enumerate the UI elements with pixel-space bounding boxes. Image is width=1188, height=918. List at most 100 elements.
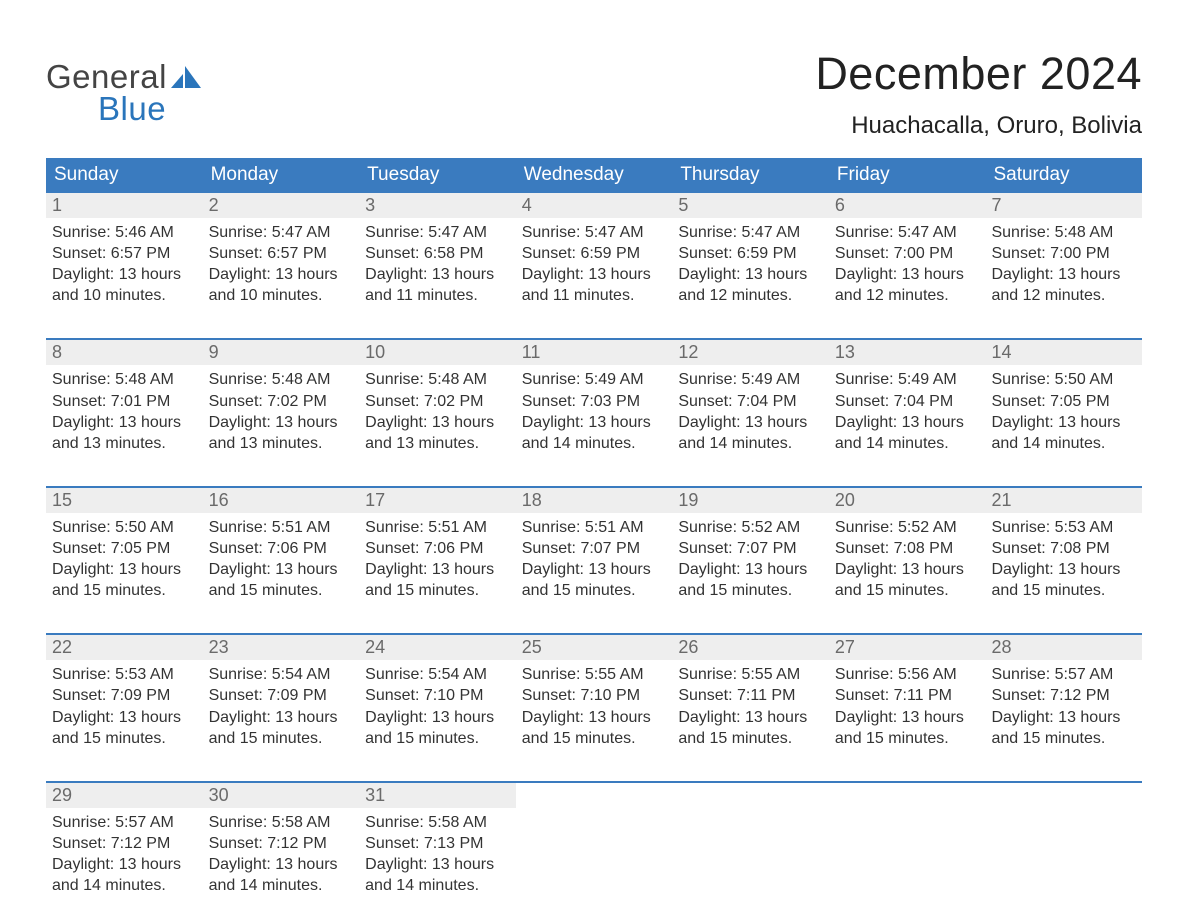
day-content-cell: Sunrise: 5:52 AMSunset: 7:07 PMDaylight:… (672, 513, 829, 619)
dow-cell: Thursday (672, 158, 829, 193)
daylight2-text: and 13 minutes. (52, 433, 197, 454)
title-block: December 2024 Huachacalla, Oruro, Bolivi… (815, 40, 1142, 140)
day-content-cell: Sunrise: 5:47 AMSunset: 6:58 PMDaylight:… (359, 218, 516, 324)
daynum-cell: 19 (672, 488, 829, 513)
month-title: December 2024 (815, 48, 1142, 100)
daynum-cell: 5 (672, 193, 829, 218)
daylight1-text: Daylight: 13 hours (52, 707, 197, 728)
day-content-cell: Sunrise: 5:47 AMSunset: 6:59 PMDaylight:… (516, 218, 673, 324)
daynum-cell: 3 (359, 193, 516, 218)
sunrise-text: Sunrise: 5:55 AM (522, 664, 667, 685)
dow-cell: Sunday (46, 158, 203, 193)
daynum-row: 15161718192021 (46, 488, 1142, 513)
daylight1-text: Daylight: 13 hours (209, 559, 354, 580)
daylight1-text: Daylight: 13 hours (678, 264, 823, 285)
daylight2-text: and 11 minutes. (522, 285, 667, 306)
sunrise-text: Sunrise: 5:52 AM (678, 517, 823, 538)
daylight1-text: Daylight: 13 hours (991, 412, 1136, 433)
sunrise-text: Sunrise: 5:55 AM (678, 664, 823, 685)
daylight2-text: and 14 minutes. (835, 433, 980, 454)
sunset-text: Sunset: 6:58 PM (365, 243, 510, 264)
daylight1-text: Daylight: 13 hours (991, 559, 1136, 580)
content-row: Sunrise: 5:46 AMSunset: 6:57 PMDaylight:… (46, 218, 1142, 324)
day-content-cell: Sunrise: 5:48 AMSunset: 7:00 PMDaylight:… (985, 218, 1142, 324)
sunrise-text: Sunrise: 5:49 AM (835, 369, 980, 390)
day-content-cell: Sunrise: 5:53 AMSunset: 7:09 PMDaylight:… (46, 660, 203, 766)
day-content-cell: Sunrise: 5:56 AMSunset: 7:11 PMDaylight:… (829, 660, 986, 766)
sunset-text: Sunset: 7:05 PM (52, 538, 197, 559)
day-content-cell: Sunrise: 5:52 AMSunset: 7:08 PMDaylight:… (829, 513, 986, 619)
day-content-cell: Sunrise: 5:51 AMSunset: 7:06 PMDaylight:… (203, 513, 360, 619)
day-content-cell: Sunrise: 5:48 AMSunset: 7:02 PMDaylight:… (359, 365, 516, 471)
daylight1-text: Daylight: 13 hours (365, 854, 510, 875)
daynum-cell: 15 (46, 488, 203, 513)
daynum-cell: 8 (46, 340, 203, 365)
daynum-cell: 27 (829, 635, 986, 660)
sunrise-text: Sunrise: 5:51 AM (209, 517, 354, 538)
daylight2-text: and 12 minutes. (678, 285, 823, 306)
daylight1-text: Daylight: 13 hours (678, 559, 823, 580)
daynum-cell (516, 783, 673, 808)
daynum-cell: 9 (203, 340, 360, 365)
day-content-cell: Sunrise: 5:55 AMSunset: 7:11 PMDaylight:… (672, 660, 829, 766)
sunset-text: Sunset: 6:59 PM (522, 243, 667, 264)
day-content-cell: Sunrise: 5:55 AMSunset: 7:10 PMDaylight:… (516, 660, 673, 766)
day-content-cell: Sunrise: 5:49 AMSunset: 7:04 PMDaylight:… (672, 365, 829, 471)
daylight2-text: and 15 minutes. (52, 728, 197, 749)
week: 1234567Sunrise: 5:46 AMSunset: 6:57 PMDa… (46, 193, 1142, 324)
sunrise-text: Sunrise: 5:48 AM (365, 369, 510, 390)
daynum-cell: 14 (985, 340, 1142, 365)
daylight2-text: and 15 minutes. (522, 728, 667, 749)
dow-cell: Saturday (985, 158, 1142, 193)
sunset-text: Sunset: 7:02 PM (365, 391, 510, 412)
daylight2-text: and 14 minutes. (991, 433, 1136, 454)
daylight1-text: Daylight: 13 hours (365, 412, 510, 433)
daylight2-text: and 15 minutes. (52, 580, 197, 601)
daylight2-text: and 11 minutes. (365, 285, 510, 306)
dow-cell: Wednesday (516, 158, 673, 193)
sunset-text: Sunset: 6:57 PM (52, 243, 197, 264)
daynum-cell: 31 (359, 783, 516, 808)
week: 15161718192021Sunrise: 5:50 AMSunset: 7:… (46, 486, 1142, 619)
sunrise-text: Sunrise: 5:57 AM (991, 664, 1136, 685)
daynum-row: 891011121314 (46, 340, 1142, 365)
sunset-text: Sunset: 7:11 PM (678, 685, 823, 706)
daynum-cell: 1 (46, 193, 203, 218)
day-content-cell (516, 808, 673, 914)
sunset-text: Sunset: 6:59 PM (678, 243, 823, 264)
daylight1-text: Daylight: 13 hours (835, 412, 980, 433)
sunset-text: Sunset: 7:07 PM (522, 538, 667, 559)
sunset-text: Sunset: 7:12 PM (209, 833, 354, 854)
daylight2-text: and 14 minutes. (522, 433, 667, 454)
daynum-cell: 29 (46, 783, 203, 808)
daynum-cell: 26 (672, 635, 829, 660)
day-content-cell (985, 808, 1142, 914)
sunrise-text: Sunrise: 5:48 AM (991, 222, 1136, 243)
sunrise-text: Sunrise: 5:56 AM (835, 664, 980, 685)
daylight2-text: and 15 minutes. (209, 580, 354, 601)
daynum-cell (829, 783, 986, 808)
content-row: Sunrise: 5:48 AMSunset: 7:01 PMDaylight:… (46, 365, 1142, 471)
sunrise-text: Sunrise: 5:47 AM (678, 222, 823, 243)
sunset-text: Sunset: 7:12 PM (991, 685, 1136, 706)
daynum-cell: 7 (985, 193, 1142, 218)
logo: General Blue (46, 40, 201, 128)
dow-cell: Tuesday (359, 158, 516, 193)
sunset-text: Sunset: 7:03 PM (522, 391, 667, 412)
week: 22232425262728Sunrise: 5:53 AMSunset: 7:… (46, 633, 1142, 766)
daynum-cell: 4 (516, 193, 673, 218)
daynum-row: 293031 (46, 783, 1142, 808)
sunrise-text: Sunrise: 5:50 AM (52, 517, 197, 538)
content-row: Sunrise: 5:53 AMSunset: 7:09 PMDaylight:… (46, 660, 1142, 766)
daynum-cell: 30 (203, 783, 360, 808)
daylight1-text: Daylight: 13 hours (209, 854, 354, 875)
sunrise-text: Sunrise: 5:48 AM (52, 369, 197, 390)
sunrise-text: Sunrise: 5:54 AM (209, 664, 354, 685)
day-content-cell: Sunrise: 5:49 AMSunset: 7:03 PMDaylight:… (516, 365, 673, 471)
sunset-text: Sunset: 7:06 PM (365, 538, 510, 559)
week: 293031Sunrise: 5:57 AMSunset: 7:12 PMDay… (46, 781, 1142, 914)
daynum-cell: 28 (985, 635, 1142, 660)
day-content-cell: Sunrise: 5:51 AMSunset: 7:07 PMDaylight:… (516, 513, 673, 619)
daylight2-text: and 14 minutes. (365, 875, 510, 896)
logo-text-blue: Blue (98, 90, 166, 128)
